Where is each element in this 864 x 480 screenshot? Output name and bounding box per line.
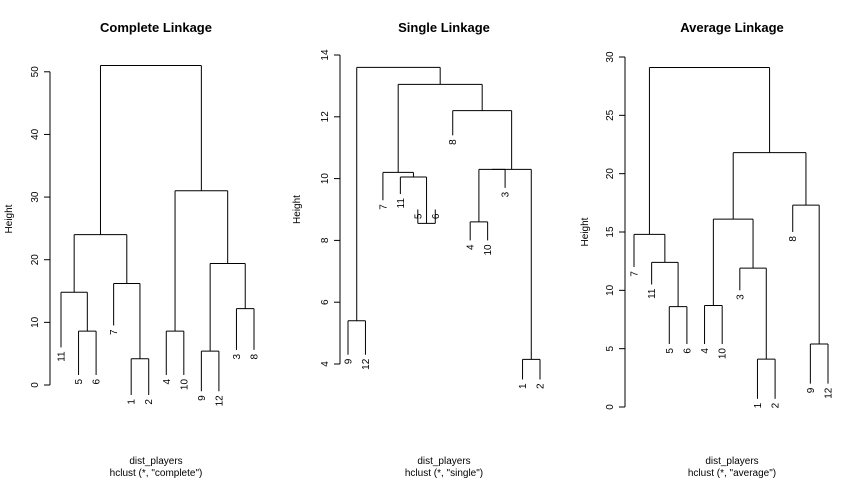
y-tick-label: 5 <box>605 345 616 351</box>
leaf-label: 3 <box>232 353 243 359</box>
y-tick-label: 10 <box>320 173 331 185</box>
y-axis-label: Height <box>4 204 15 233</box>
leaf-label: 6 <box>92 379 103 385</box>
y-tick-label: 40 <box>30 128 41 140</box>
y-axis: 4 6 8 10 12 14 <box>320 49 341 367</box>
leaf-label: 12 <box>214 395 225 407</box>
leaf-label: 6 <box>682 348 693 354</box>
leaf-label: 4 <box>466 244 477 250</box>
leaf-label: 2 <box>536 383 547 389</box>
y-tick-label: 12 <box>320 111 331 123</box>
leaf-label: 5 <box>413 213 424 219</box>
dendrogram-panel-1: Complete Linkage Height 0 10 20 30 40 50 11 5 6 7 1 2… <box>4 20 261 479</box>
leaf-label: 4 <box>700 348 711 354</box>
y-axis: 0 10 20 30 40 50 <box>30 66 51 388</box>
y-tick-label: 14 <box>320 49 331 61</box>
leaf-label: 11 <box>396 198 407 209</box>
leaf-label: 1 <box>753 402 764 408</box>
y-axis-label: Height <box>292 195 303 224</box>
hclust-method-label: hclust (*, "complete") <box>110 468 203 479</box>
leaf-label: 5 <box>74 379 85 385</box>
leaf-label: 2 <box>144 399 155 405</box>
y-tick-label: 0 <box>605 404 616 410</box>
y-tick-label: 8 <box>320 237 331 243</box>
leaf-label: 7 <box>109 329 120 335</box>
y-axis: 0 5 10 15 20 25 30 <box>605 51 626 410</box>
leaf-label: 10 <box>179 379 190 391</box>
hclust-method-label: hclust (*, "average") <box>688 468 776 479</box>
y-tick-label: 4 <box>320 361 331 367</box>
leaf-label: 7 <box>630 271 641 277</box>
dendrogram-tree <box>347 66 541 380</box>
leaf-label: 4 <box>162 379 173 385</box>
leaf-label: 1 <box>127 399 138 405</box>
y-tick-label: 0 <box>30 382 41 388</box>
x-axis-label: dist_players <box>129 456 182 467</box>
leaf-label: 9 <box>806 387 817 393</box>
hclust-method-label: hclust (*, "single") <box>405 468 483 479</box>
y-tick-label: 20 <box>605 168 616 180</box>
dendrogram-tree <box>60 65 255 396</box>
leaf-label: 8 <box>788 236 799 242</box>
leaf-label: 9 <box>197 395 208 401</box>
leaf-label: 10 <box>483 244 494 256</box>
leaf-label: 5 <box>665 348 676 354</box>
x-axis-label: dist_players <box>705 456 758 467</box>
y-tick-label: 50 <box>30 66 41 78</box>
leaf-label: 11 <box>647 288 658 299</box>
leaf-label: 7 <box>378 204 389 210</box>
y-tick-label: 30 <box>30 191 41 203</box>
leaf-label: 8 <box>448 139 459 145</box>
leaf-label: 12 <box>361 358 372 370</box>
x-axis-label: dist_players <box>417 456 470 467</box>
y-tick-label: 15 <box>605 226 616 238</box>
leaf-label: 8 <box>250 353 261 359</box>
y-tick-label: 10 <box>30 316 41 328</box>
leaf-label: 6 <box>431 213 442 219</box>
panel-title: Single Linkage <box>398 20 490 35</box>
y-tick-label: 20 <box>30 254 41 266</box>
leaf-label: 1 <box>518 383 529 389</box>
y-tick-label: 25 <box>605 109 616 121</box>
panel-title: Average Linkage <box>680 20 784 35</box>
leaf-label: 10 <box>718 348 729 360</box>
leaf-label: 2 <box>771 402 782 408</box>
y-tick-label: 6 <box>320 299 331 305</box>
leaf-label: 3 <box>501 191 512 197</box>
leaf-label: 12 <box>824 387 835 399</box>
y-tick-label: 30 <box>605 51 616 63</box>
leaf-label: 3 <box>735 294 746 300</box>
panel-title: Complete Linkage <box>100 20 212 35</box>
dendrogram-tree <box>633 67 829 399</box>
leaf-label: 9 <box>344 358 355 364</box>
y-tick-label: 10 <box>605 284 616 296</box>
leaf-label: 11 <box>57 351 68 362</box>
y-axis-label: Height <box>580 217 591 246</box>
